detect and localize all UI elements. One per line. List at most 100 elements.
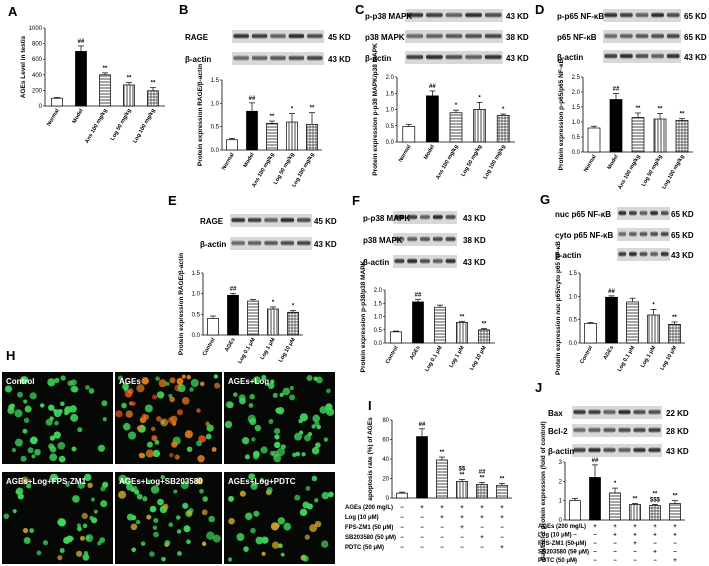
cell [248,473,256,481]
treatment-mark: − [573,541,577,547]
blot-band [635,33,649,39]
category-label: Log 10 μM [278,337,297,364]
bar [669,503,681,521]
micrograph-1: Control [2,372,113,464]
blot-band [484,33,502,39]
y-tick-label: 0.5 [569,318,578,324]
cell [211,447,217,452]
bar [412,301,424,344]
cell [138,452,145,459]
blot-band [639,210,648,216]
bar [449,112,463,143]
y-tick-label: 2.0 [386,75,395,81]
cell [244,454,250,460]
cell [225,401,233,409]
blot-band [307,55,323,61]
panel-letter-b: B [179,2,188,17]
blot-band [650,231,658,237]
significance-mark: * [291,107,294,113]
blot-strip-j [572,444,662,457]
cell [208,515,215,523]
treatment-mark: − [673,550,677,556]
blot-band [445,214,456,220]
category-label: Log 50 mg/kg [641,154,664,188]
significance-mark: ## [608,289,615,295]
blot-kd-label: 65 KD [684,12,707,21]
treatment-mark: + [613,533,617,539]
cell [23,399,28,404]
treatment-mark: − [573,533,577,539]
blot-kd-label: 38 KD [506,33,529,42]
cell [323,437,329,442]
blot-band [666,12,680,18]
treatment-mark: + [480,505,484,511]
cell [174,454,180,460]
blot-band [618,447,631,453]
significance-mark: ## [78,39,85,45]
category-label: Ans 100 mg/kg [84,108,109,145]
cell [152,394,158,400]
treatment-row-label: FPS-ZM1 (50 μM) [345,525,393,531]
cell [271,450,279,458]
blot-band [639,231,648,237]
y-axis-label: Bax/Bcl-2 protein expression (fold of co… [540,421,547,560]
bar [227,294,239,336]
blot-band [618,427,631,433]
cell [162,503,169,510]
category-label: Normal [46,108,61,128]
blot-band [618,231,627,237]
bar [478,329,490,344]
cell [97,444,106,452]
category-label: Log 10 μM [659,345,678,372]
y-tick-label: 0.5 [374,328,383,334]
cell [26,483,32,489]
blot-band [635,53,649,59]
bar [123,84,135,107]
cell [72,495,80,503]
cell [53,409,62,418]
cell [261,536,269,544]
cell [136,384,145,393]
bar [434,306,446,344]
cell [227,557,233,562]
blot-protein-label: β-actin [557,53,583,62]
cell [29,392,37,400]
cell [146,514,152,520]
y-tick-label: 0.0 [192,333,201,339]
cell [289,385,294,391]
category-label: Control [385,345,400,365]
y-axis-label: AGEs Level in testis [20,35,27,98]
treatment-mark: − [573,558,577,564]
treatment-mark: − [593,533,597,539]
blot-band [445,236,456,242]
cell [294,494,301,501]
cell [64,410,69,416]
cell [22,527,29,534]
panel-letter-h: H [6,348,15,363]
blot-band [648,427,661,433]
blot-band [445,33,463,39]
significance-mark: * [614,481,617,487]
cell [87,482,93,489]
treatment-row-label: SB203580 (50 μM) [538,550,589,556]
blot-band [394,258,405,264]
cell [311,475,318,482]
blot-band [651,12,664,18]
cell [127,388,134,394]
cell [14,409,23,418]
cell [316,424,322,430]
category-label: Log 0.1 μM [237,337,257,365]
cell [199,488,204,494]
cell [273,441,281,449]
treatment-mark: − [400,525,404,531]
panel-letter-a: A [8,4,18,19]
cell [145,449,154,458]
blot-band [603,409,616,415]
significance-mark: ** [310,106,315,112]
significance-mark: ** [673,494,678,500]
treatment-mark: − [420,515,424,521]
significance-mark: ** [103,66,108,72]
category-label: AGEs [224,337,237,353]
cell [250,482,258,490]
cell [165,381,170,386]
